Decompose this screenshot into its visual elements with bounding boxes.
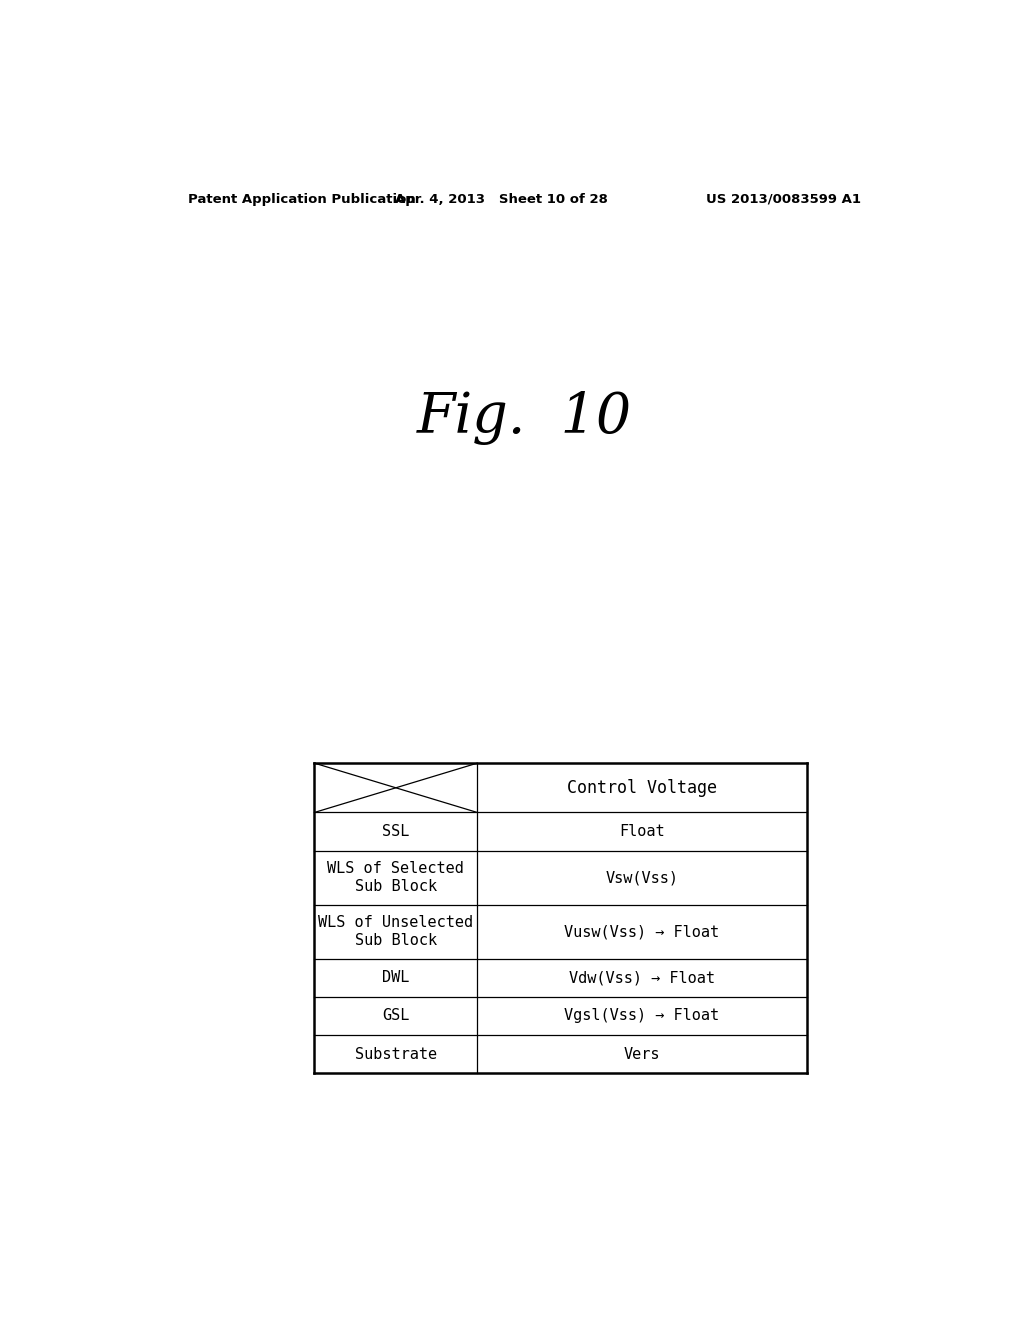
Bar — [314, 763, 807, 1073]
Text: Vusw(Vss) → Float: Vusw(Vss) → Float — [564, 924, 720, 939]
Text: Fig.  10: Fig. 10 — [417, 391, 633, 445]
Text: Float: Float — [620, 824, 665, 840]
Text: Vsw(Vss): Vsw(Vss) — [605, 870, 678, 886]
Text: GSL: GSL — [382, 1008, 410, 1023]
Text: WLS of Unselected
Sub Block: WLS of Unselected Sub Block — [318, 916, 473, 948]
Text: Substrate: Substrate — [354, 1047, 437, 1061]
Text: Vers: Vers — [624, 1047, 660, 1061]
Text: Control Voltage: Control Voltage — [567, 779, 717, 797]
Text: DWL: DWL — [382, 970, 410, 985]
Text: Patent Application Publication: Patent Application Publication — [188, 193, 416, 206]
Text: WLS of Selected
Sub Block: WLS of Selected Sub Block — [328, 862, 464, 894]
Text: SSL: SSL — [382, 824, 410, 840]
Text: Vdw(Vss) → Float: Vdw(Vss) → Float — [569, 970, 715, 985]
Text: Vgsl(Vss) → Float: Vgsl(Vss) → Float — [564, 1008, 720, 1023]
Text: US 2013/0083599 A1: US 2013/0083599 A1 — [707, 193, 861, 206]
Text: Apr. 4, 2013   Sheet 10 of 28: Apr. 4, 2013 Sheet 10 of 28 — [394, 193, 607, 206]
